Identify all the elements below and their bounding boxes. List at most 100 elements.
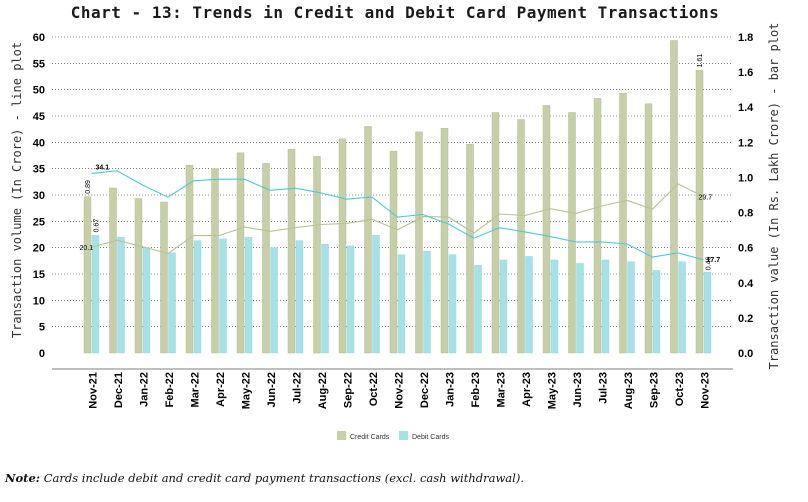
bar-credit-cards [593,98,602,354]
data-label: 29.7 [699,195,713,202]
bar-credit-cards [287,149,296,354]
bar-credit-cards [491,112,500,354]
bar-credit-cards [211,168,219,354]
bar-debit-cards [372,235,380,354]
y-tick-right: 0.4 [738,278,754,290]
y-tick-left: 10 [33,295,45,307]
x-tick-label: Aug-23 [623,372,635,409]
bar-debit-cards [244,236,253,354]
x-tick-label: Jan-23 [445,372,457,407]
x-tick-label: Apr-23 [521,372,533,407]
bar-credit-cards [364,126,372,354]
y-tick-right: 1.8 [738,32,753,44]
chart-note: Note: Cards include debit and credit car… [5,471,524,485]
line-layer [91,170,704,261]
bar-credit-cards [415,131,423,354]
x-tick-label: Jul-23 [598,372,610,404]
bar-credit-cards [644,103,653,354]
bar-debit-cards [627,261,635,354]
bar-debit-cards [678,261,686,354]
y-axis-label-left: Transaction volume (In Crore) - line plo… [10,42,24,338]
bar-debit-cards [525,256,533,354]
bar-credit-cards [389,150,398,354]
data-label: 0.89 [85,180,92,194]
x-tick-label: Mar-22 [190,372,202,407]
bar-credit-cards [338,138,347,354]
x-tick-label: Dec-21 [113,372,125,408]
bar-credit-cards [619,92,627,354]
x-tick-label: Oct-23 [674,372,686,406]
bar-debit-cards [576,263,584,354]
x-tick-label: Feb-22 [164,372,176,407]
label-layer: 34.1 20.1 0.89 0.67 1.61 29.7 17.70.46 [80,54,721,271]
x-tick-label: Jan-22 [139,372,151,407]
line-debit-cards [91,170,704,261]
legend-swatch-credit-cards [337,431,346,440]
legend-label-credit-cards: Credit Cards [350,434,390,441]
x-tick-label: Oct-22 [368,372,380,406]
bar-debit-cards [193,240,202,354]
bar-credit-cards [262,163,270,354]
bar-debit-cards [346,245,355,354]
bar-credit-cards [695,70,704,354]
data-label: 17.7 [707,257,721,264]
bar-layer [83,40,712,354]
y-tick-left: 40 [33,137,45,149]
y-tick-left: 35 [33,164,45,176]
bar-credit-cards [313,156,321,354]
axis-layer: 0 5 10 15 20 25 30 35 40 45 50 55 60 0.0 0.2 0.4 0.6 0.8 1… [33,32,754,409]
y-axis-label-right: Transaction value (In Rs. Lakh Crore) - … [767,23,781,370]
bar-credit-cards [83,196,92,354]
x-tick-label: Apr-22 [215,372,227,407]
x-tick-label: Sep-23 [649,372,661,408]
bar-debit-cards [448,254,457,354]
bar-debit-cards [142,247,151,354]
bar-credit-cards [466,143,474,354]
bar-debit-cards [652,270,661,354]
bar-debit-cards [91,235,100,354]
data-label: 0.67 [94,219,101,233]
x-tick-label: Nov-21 [88,372,100,409]
legend: Credit Cards Debit Cards [337,431,449,441]
bar-debit-cards [601,259,610,354]
x-tick-label: May-23 [547,372,559,409]
bar-debit-cards [474,265,482,354]
data-label: 20.1 [80,245,94,252]
bar-debit-cards [703,272,712,354]
bar-credit-cards [185,164,194,354]
bar-credit-cards [134,198,143,354]
bar-debit-cards [550,259,559,354]
x-tick-label: Jun-23 [572,372,584,407]
data-label: 34.1 [96,164,110,171]
x-tick-label: Dec-22 [419,372,431,408]
y-tick-left: 20 [33,243,45,255]
x-tick-label: Aug-22 [317,372,329,409]
y-tick-right: 0.2 [738,313,753,325]
note-prefix: Note: [5,471,41,485]
y-tick-left: 0 [39,348,45,360]
legend-swatch-debit-cards [399,431,408,440]
y-tick-right: 0.0 [738,348,753,360]
bar-debit-cards [499,259,508,354]
y-tick-left: 25 [33,216,45,228]
y-tick-right: 1.6 [738,67,753,79]
bar-debit-cards [295,240,304,354]
y-tick-right: 1.0 [738,172,753,184]
bar-debit-cards [397,254,406,354]
bar-debit-cards [321,243,329,354]
y-tick-left: 30 [33,190,45,202]
x-tick-label: Sep-22 [343,372,355,408]
bar-credit-cards [236,152,245,354]
bar-credit-cards [568,112,576,354]
bar-debit-cards [270,247,278,354]
bar-credit-cards [670,40,678,354]
bar-debit-cards [219,238,227,354]
x-tick-label: Jun-22 [266,372,278,407]
x-tick-label: Nov-23 [700,372,712,409]
bar-debit-cards [423,250,431,354]
y-tick-right: 1.2 [738,137,753,149]
x-tick-label: May-22 [241,372,253,409]
legend-label-debit-cards: Debit Cards [412,434,449,441]
y-tick-left: 50 [33,85,45,97]
